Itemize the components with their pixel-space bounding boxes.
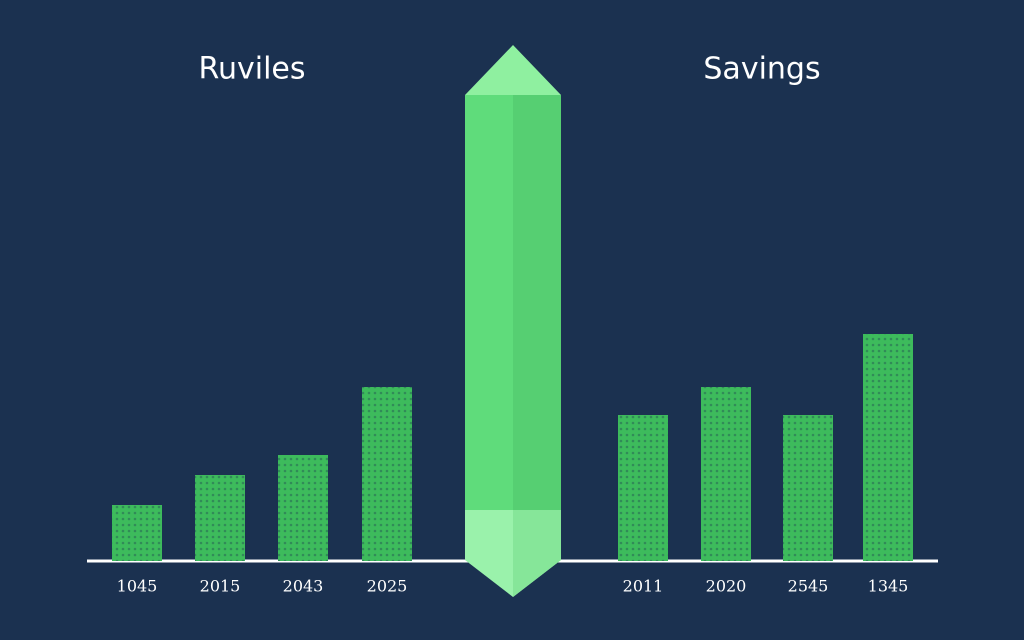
chart-title: Ruviles [198, 52, 305, 87]
x-tick-label: 1045 [117, 577, 158, 596]
x-tick-label: 2025 [367, 577, 408, 596]
x-tick-label: 2015 [200, 577, 241, 596]
x-tick-label: 2545 [788, 577, 829, 596]
x-tick-label: 2020 [706, 577, 747, 596]
bar [112, 505, 162, 561]
divider-prism [465, 45, 561, 597]
x-tick-label: 2043 [283, 577, 324, 596]
bar [278, 455, 328, 561]
bar [863, 334, 913, 561]
bar [195, 475, 245, 561]
bar [783, 415, 833, 561]
bar [701, 387, 751, 561]
bar [618, 415, 668, 561]
chart-title: Savings [703, 52, 820, 87]
x-tick-label: 1345 [868, 577, 909, 596]
bar [362, 387, 412, 561]
x-tick-label: 2011 [623, 577, 664, 596]
